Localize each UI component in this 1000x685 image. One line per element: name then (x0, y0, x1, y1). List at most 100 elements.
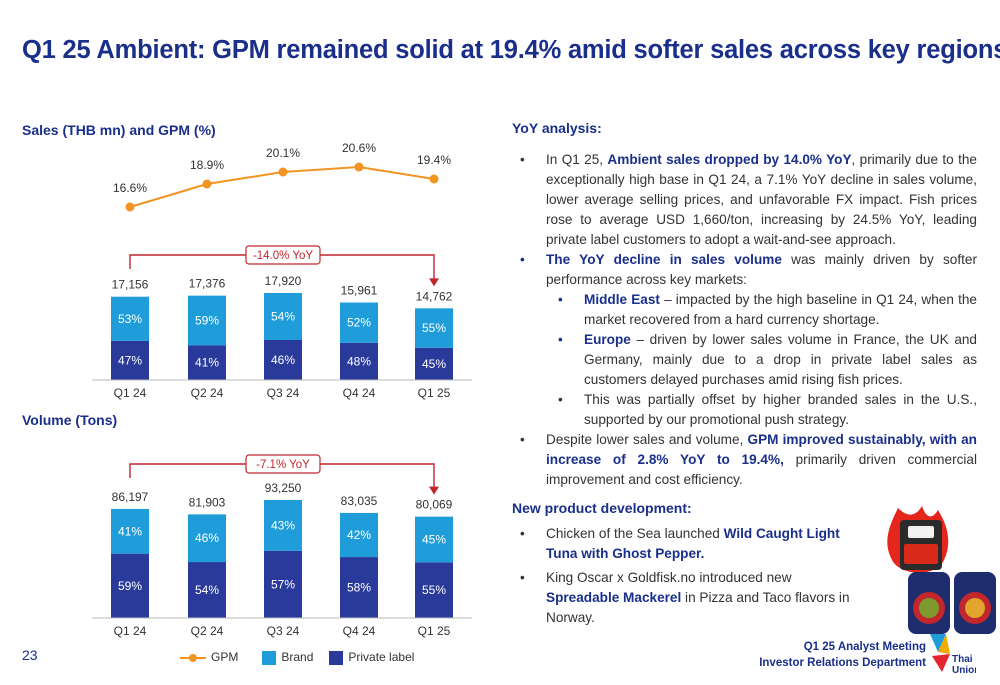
private-label-share-label: 48% (347, 354, 371, 368)
private-label-share-label: 54% (195, 583, 219, 597)
yoy-badge-label: -7.1% YoY (256, 459, 310, 471)
footer-department: Investor Relations Department (759, 657, 926, 669)
category-tick-label: Q1 24 (114, 624, 147, 638)
brand-swatch (262, 650, 277, 665)
yoy-sub-europe: Europe – driven by lower sales volume in… (512, 330, 977, 390)
gpm-value-label: 20.6% (342, 141, 376, 155)
private-label-bar (415, 347, 453, 380)
brand-bar (264, 293, 302, 340)
category-tick-label: Q2 24 (191, 386, 224, 400)
private-label-swatch (329, 650, 344, 665)
private-label-bar (340, 557, 378, 618)
gpm-value-label: 18.9% (190, 158, 224, 172)
yoy-arrow-head (429, 278, 439, 287)
analysis-panel: YoY analysis: In Q1 25, Ambient sales dr… (512, 118, 977, 628)
volume-chart-label: Volume (Tons) (22, 412, 118, 428)
logo-text-line2: Union (952, 665, 976, 676)
brand-share-label: 55% (422, 321, 446, 335)
footer: Q1 25 Analyst Meeting Investor Relations… (759, 639, 926, 671)
gpm-point (278, 167, 288, 177)
npd-bullet-king-oscar: King Oscar x Goldfisk.no introduced new … (512, 568, 852, 628)
total-value-label: 17,920 (265, 274, 302, 288)
npd-bullet-chicken-of-the-sea: Chicken of the Sea launched Wild Caught … (512, 524, 852, 564)
category-tick-label: Q1 25 (418, 624, 451, 638)
yoy-badge-label: -14.0% YoY (253, 250, 313, 262)
brand-bar (415, 308, 453, 348)
yoy-heading: YoY analysis: (512, 120, 602, 136)
chart-legend: GPM Brand Private label (180, 650, 414, 665)
private-label-bar (340, 342, 378, 380)
private-label-share-label: 45% (422, 357, 446, 371)
yoy-sub-us: This was partially offset by higher bran… (512, 390, 977, 430)
yoy-badge (245, 245, 321, 265)
brand-bar (111, 296, 149, 341)
category-tick-label: Q2 24 (191, 624, 224, 638)
category-tick-label: Q1 24 (114, 386, 147, 400)
total-value-label: 17,156 (112, 278, 149, 292)
private-label-share-label: 55% (422, 583, 446, 597)
brand-share-label: 41% (118, 524, 142, 538)
yoy-bullet-volume: The YoY decline in sales volume was main… (512, 250, 977, 290)
brand-share-label: 45% (422, 532, 446, 546)
category-tick-label: Q4 24 (343, 386, 376, 400)
total-value-label: 81,903 (189, 495, 226, 509)
private-label-bar (264, 550, 302, 618)
gpm-value-label: 20.1% (266, 146, 300, 160)
gpm-point (429, 174, 439, 184)
brand-share-label: 59% (195, 314, 219, 328)
private-label-share-label: 58% (347, 581, 371, 595)
brand-share-label: 52% (347, 316, 371, 330)
legend-gpm: GPM (180, 650, 238, 664)
category-tick-label: Q3 24 (267, 624, 300, 638)
gpm-line-icon (180, 654, 206, 663)
brand-share-label: 43% (271, 518, 295, 532)
brand-bar (111, 508, 149, 554)
legend-private-label: Private label (329, 650, 414, 665)
private-label-share-label: 47% (118, 353, 142, 367)
total-value-label: 83,035 (341, 494, 378, 508)
brand-bar (188, 514, 226, 563)
sales-chart-label: Sales (THB mn) and GPM (%) (22, 122, 216, 138)
yoy-bullet-gpm: Despite lower sales and volume, GPM impr… (512, 430, 977, 490)
gpm-point (125, 202, 135, 212)
private-label-share-label: 41% (195, 356, 219, 370)
page-title: Q1 25 Ambient: GPM remained solid at 19.… (22, 36, 1000, 64)
private-label-share-label: 46% (271, 353, 295, 367)
brand-bar (340, 302, 378, 343)
brand-bar (415, 516, 453, 563)
private-label-bar (111, 553, 149, 618)
legend-gpm-label: GPM (211, 650, 239, 665)
brand-bar (264, 500, 302, 551)
npd-list: Chicken of the Sea launched Wild Caught … (512, 524, 852, 628)
total-value-label: 15,961 (341, 284, 378, 298)
legend-brand: Brand (262, 650, 313, 665)
private-label-bar (111, 340, 149, 380)
logo-text-line1: Thai (952, 654, 973, 665)
product-images (887, 506, 996, 634)
ghost-pepper-tuna-product-image (887, 506, 949, 573)
private-label-bar (188, 562, 226, 618)
total-value-label: 86,197 (112, 490, 149, 504)
yoy-arrow-head (429, 486, 439, 495)
brand-share-label: 42% (347, 528, 371, 542)
king-oscar-mackerel-product-image (908, 572, 996, 634)
private-label-share-label: 57% (271, 577, 295, 591)
private-label-bar (264, 339, 302, 380)
total-value-label: 14,762 (416, 289, 453, 303)
yoy-list: In Q1 25, Ambient sales dropped by 14.0%… (512, 150, 977, 490)
yoy-badge (245, 454, 321, 474)
total-value-label: 80,069 (416, 498, 453, 512)
gpm-point (202, 179, 212, 189)
yoy-sub-middle-east: Middle East – impacted by the high basel… (512, 290, 977, 330)
private-label-bar (188, 345, 226, 380)
footer-meeting: Q1 25 Analyst Meeting (803, 641, 926, 653)
category-tick-label: Q4 24 (343, 624, 376, 638)
brand-share-label: 54% (271, 309, 295, 323)
category-tick-label: Q1 25 (418, 386, 451, 400)
total-value-label: 93,250 (265, 481, 302, 495)
total-value-label: 17,376 (189, 277, 226, 291)
private-label-share-label: 59% (118, 579, 142, 593)
gpm-point (354, 162, 364, 172)
category-tick-label: Q3 24 (267, 386, 300, 400)
brand-share-label: 46% (195, 531, 219, 545)
